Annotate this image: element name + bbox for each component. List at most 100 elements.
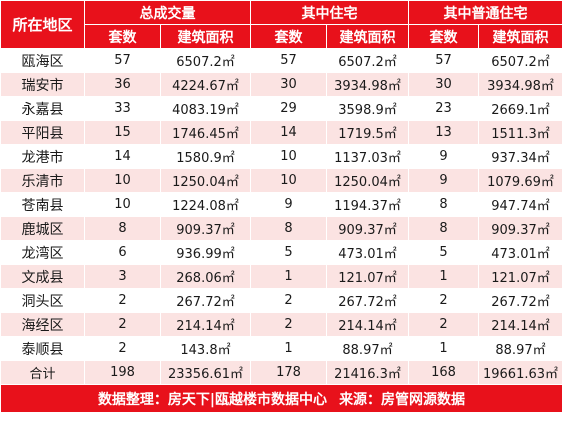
table-row: 龙港市 14 1580.9㎡ 10 1137.03㎡ 9 937.34㎡	[0, 144, 562, 169]
total-count-cell: 3	[84, 264, 161, 289]
residential-area-cell: 1137.03㎡	[326, 144, 409, 169]
total-count-cell: 10	[84, 168, 161, 193]
total-count-cell: 2	[84, 336, 161, 361]
total-count-cell: 33	[84, 96, 161, 121]
ordinary-area-cell: 473.01㎡	[478, 240, 562, 265]
ordinary-count-cell: 5	[408, 240, 479, 265]
total-area-cell: 1746.45㎡	[160, 120, 251, 145]
total-area-cell: 4224.67㎡	[160, 72, 251, 97]
total-count-cell: 6	[84, 240, 161, 265]
total-count-cell: 15	[84, 120, 161, 145]
residential-count-cell: 30	[250, 72, 327, 97]
residential-area-cell: 121.07㎡	[326, 264, 409, 289]
residential-count-cell: 29	[250, 96, 327, 121]
table-row: 瑞安市 36 4224.67㎡ 30 3934.98㎡ 30 3934.98㎡	[0, 72, 562, 97]
region-name-cell: 龙港市	[0, 144, 85, 169]
region-name-cell: 泰顺县	[0, 336, 85, 361]
table-row: 洞头区 2 267.72㎡ 2 267.72㎡ 2 267.72㎡	[0, 288, 562, 313]
residential-count-cell: 10	[250, 144, 327, 169]
ordinary-count-cell: 2	[408, 288, 479, 313]
region-name-cell: 瓯海区	[0, 48, 85, 73]
region-name-cell: 瑞安市	[0, 72, 85, 97]
footer-note: 数据整理：房天下|瓯越楼市数据中心 来源：房管网源数据	[0, 384, 562, 413]
total-count-cell: 2	[84, 288, 161, 313]
table-row: 鹿城区 8 909.37㎡ 8 909.37㎡ 8 909.37㎡	[0, 216, 562, 241]
ordinary-count-cell: 9	[408, 144, 479, 169]
total-total-area-cell: 23356.61㎡	[160, 360, 251, 385]
transaction-table: 所在地区 总成交量 其中住宅 其中普通住宅 套数 建筑面积 套数 建筑面积 套数…	[0, 0, 562, 413]
ordinary-count-cell: 23	[408, 96, 479, 121]
ordinary-area-cell: 909.37㎡	[478, 216, 562, 241]
residential-count-cell: 9	[250, 192, 327, 217]
header-row-sub: 套数 建筑面积 套数 建筑面积 套数 建筑面积	[1, 24, 562, 49]
ordinary-count-cell: 13	[408, 120, 479, 145]
total-row: 合计 198 23356.61㎡ 178 21416.3㎡ 168 19661.63㎡	[0, 360, 562, 385]
region-name-cell: 平阳县	[0, 120, 85, 145]
total-count-cell: 14	[84, 144, 161, 169]
group-header-residential: 其中住宅	[250, 0, 409, 25]
data-source-text: 来源：房管网源数据	[339, 391, 466, 408]
total-count-cell: 57	[84, 48, 161, 73]
residential-count-cell: 2	[250, 312, 327, 337]
total-residential-area-cell: 21416.3㎡	[326, 360, 409, 385]
residential-area-cell: 214.14㎡	[326, 312, 409, 337]
table-row: 永嘉县 33 4083.19㎡ 29 3598.9㎡ 23 2669.1㎡	[0, 96, 562, 121]
total-count-cell: 2	[84, 312, 161, 337]
footer-row: 数据整理：房天下|瓯越楼市数据中心 来源：房管网源数据	[0, 384, 562, 413]
residential-count-cell: 5	[250, 240, 327, 265]
group-header-total: 总成交量	[84, 0, 251, 25]
ordinary-area-cell: 214.14㎡	[478, 312, 562, 337]
total-area-cell: 267.72㎡	[160, 288, 251, 313]
table-row: 平阳县 15 1746.45㎡ 14 1719.5㎡ 13 1511.3㎡	[0, 120, 562, 145]
residential-count-cell: 10	[250, 168, 327, 193]
ordinary-area-cell: 88.97㎡	[478, 336, 562, 361]
total-ordinary-count-cell: 168	[408, 360, 479, 385]
total-area-cell: 1580.9㎡	[160, 144, 251, 169]
region-name-cell: 苍南县	[0, 192, 85, 217]
total-count-cell: 8	[84, 216, 161, 241]
ordinary-count-cell: 1	[408, 336, 479, 361]
ordinary-count-cell: 8	[408, 192, 479, 217]
ordinary-area-cell: 2669.1㎡	[478, 96, 562, 121]
sub-header-count: 套数	[250, 24, 327, 49]
ordinary-area-cell: 267.72㎡	[478, 288, 562, 313]
data-organizer-text: 数据整理：房天下|瓯越楼市数据中心	[97, 391, 328, 408]
ordinary-area-cell: 1079.69㎡	[478, 168, 562, 193]
ordinary-count-cell: 57	[408, 48, 479, 73]
table-row: 苍南县 10 1224.08㎡ 9 1194.37㎡ 8 947.74㎡	[0, 192, 562, 217]
residential-area-cell: 1719.5㎡	[326, 120, 409, 145]
table-row: 乐清市 10 1250.04㎡ 10 1250.04㎡ 9 1079.69㎡	[0, 168, 562, 193]
sub-header-count: 套数	[408, 24, 479, 49]
residential-area-cell: 3598.9㎡	[326, 96, 409, 121]
group-header-ordinary-residential: 其中普通住宅	[408, 0, 562, 25]
residential-area-cell: 473.01㎡	[326, 240, 409, 265]
residential-area-cell: 88.97㎡	[326, 336, 409, 361]
residential-count-cell: 1	[250, 336, 327, 361]
residential-area-cell: 1194.37㎡	[326, 192, 409, 217]
total-ordinary-area-cell: 19661.63㎡	[478, 360, 562, 385]
ordinary-count-cell: 1	[408, 264, 479, 289]
residential-count-cell: 8	[250, 216, 327, 241]
total-area-cell: 909.37㎡	[160, 216, 251, 241]
residential-count-cell: 57	[250, 48, 327, 73]
sub-header-count: 套数	[84, 24, 161, 49]
total-area-cell: 143.8㎡	[160, 336, 251, 361]
total-area-cell: 6507.2㎡	[160, 48, 251, 73]
table-row: 瓯海区 57 6507.2㎡ 57 6507.2㎡ 57 6507.2㎡	[0, 48, 562, 73]
total-residential-count-cell: 178	[250, 360, 327, 385]
sub-header-area: 建筑面积	[160, 24, 251, 49]
ordinary-area-cell: 1511.3㎡	[478, 120, 562, 145]
region-name-cell: 乐清市	[0, 168, 85, 193]
ordinary-count-cell: 2	[408, 312, 479, 337]
region-name-cell: 鹿城区	[0, 216, 85, 241]
header-row-groups: 所在地区 总成交量 其中住宅 其中普通住宅	[0, 0, 562, 49]
table-row: 海经区 2 214.14㎡ 2 214.14㎡ 2 214.14㎡	[0, 312, 562, 337]
region-name-cell: 永嘉县	[0, 96, 85, 121]
table-row: 泰顺县 2 143.8㎡ 1 88.97㎡ 1 88.97㎡	[0, 336, 562, 361]
total-area-cell: 214.14㎡	[160, 312, 251, 337]
ordinary-area-cell: 6507.2㎡	[478, 48, 562, 73]
ordinary-area-cell: 947.74㎡	[478, 192, 562, 217]
residential-area-cell: 1250.04㎡	[326, 168, 409, 193]
residential-area-cell: 6507.2㎡	[326, 48, 409, 73]
residential-count-cell: 2	[250, 288, 327, 313]
